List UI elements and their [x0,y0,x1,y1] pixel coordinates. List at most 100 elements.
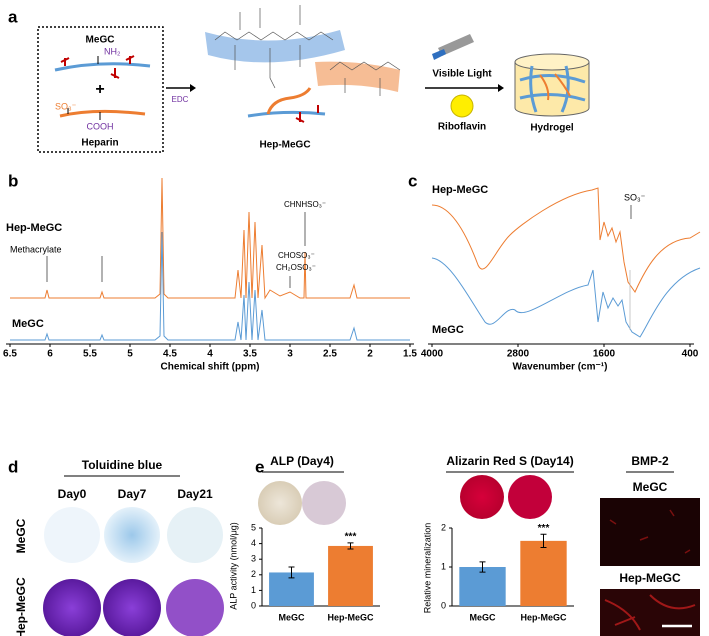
fluorescence-image [600,498,700,566]
bar [520,540,567,606]
panel-a: a MeGC NH₂ + SO₃⁻ COOH Heparin EDC Hep-M… [8,5,590,153]
bond [67,108,101,120]
annotation: MeGC [12,318,44,330]
hydrogel-label: Hydrogel [530,123,574,134]
arrowhead [498,84,504,92]
riboflavin-icon [450,94,474,118]
annotation: Methacrylate [10,244,62,254]
row-label: Hep-MeGC [14,577,28,636]
hydrogel-top [514,53,590,71]
megc-spectrum [431,257,701,338]
sample-image [302,481,346,525]
y-tick-label: 0 [441,600,446,610]
reactant-box [37,26,164,153]
sample-image [167,507,223,563]
sample-image [44,507,100,563]
panel-label: b [8,171,18,190]
error-bar [347,542,354,550]
y-tick-label: 3 [251,554,256,564]
column-label: Day0 [58,487,87,501]
y-axis-label: ALP activity (nmol/μg) [228,522,238,610]
heparin-backbone [315,61,400,92]
megc-chain [54,62,151,72]
bar [459,567,506,606]
x-tick-label: Hep-MeGC [520,612,567,622]
annotation: MeGC [432,324,464,336]
product-label: Hep-MeGC [259,140,310,151]
panel-e: e ALP (Day4) ALP activity (nmol/μg) Aliz… [228,454,700,636]
error-bar [479,561,486,573]
methacrylate-group [295,105,319,123]
y-tick-label: 2 [441,522,446,532]
y-tick-label: 1 [251,585,256,595]
hydrogel-heparin [539,73,571,101]
megc-spectrum [10,231,410,341]
sample-image [166,579,224,636]
sample-image [460,475,504,519]
x-axis-label: Wavenumber (cm⁻¹) [513,362,608,373]
sample-image [103,579,161,636]
light-source [438,34,474,56]
row-label: MeGC [14,518,28,553]
heparin-label: Heparin [81,138,118,149]
sample-image [508,475,552,519]
annotation: Hep-MeGC [432,184,488,196]
chart-title: ALP (Day4) [270,454,334,468]
fluorescence-signal [604,594,696,631]
panel-b: b Hep-MeGC Methacrylate CHOSO₃⁻ CH₂OSO₃⁻… [6,171,410,373]
product-heparin [266,87,312,115]
y-tick-label: 1 [441,561,446,571]
panel-label: e [255,457,264,476]
x-tick-label: Hep-MeGC [327,612,374,622]
y-tick-label: 4 [251,538,256,548]
column-label: Day21 [177,487,213,501]
chart-title: Alizarin Red S (Day14) [446,454,573,468]
significance: *** [345,531,357,542]
x-tick-label: 4.5 [163,349,177,360]
panel-c: c Hep-MeGC SO₃⁻ MeGC Wavenumber (cm⁻¹) [408,171,701,373]
x-tick-label: 1.5 [403,349,417,360]
x-axis-label: Chemical shift (ppm) [161,362,260,373]
x-tick-label: 6 [47,349,53,360]
x-tick-label: 2 [367,349,373,360]
annotation-arrow [289,212,306,288]
annotation: CHOSO₃⁻ [278,251,315,260]
light-label: Visible Light [432,69,492,80]
x-tick-label: 3.5 [243,349,257,360]
sample-image [43,579,101,636]
nh2-label: NH₂ [104,46,121,56]
x-tick-label: 2.5 [323,349,337,360]
bar [328,545,373,606]
light-source-tip [432,49,446,60]
plus: + [95,81,104,98]
riboflavin-label: Riboflavin [438,122,486,133]
annotation: SO₃⁻ [624,192,646,202]
x-tick-label: 5.5 [83,349,97,360]
x-tick-label: 6.5 [3,349,17,360]
error-bar [540,533,547,548]
arrowhead [190,84,196,92]
hep-megc-spectrum [10,177,410,300]
panel-title: Toluidine blue [82,458,163,472]
x-tick-label: MeGC [278,612,305,622]
heparin-chain [59,109,146,118]
fluorescence-signal [609,509,691,554]
column-label: Day7 [118,487,147,501]
row-label: Hep-MeGC [619,571,681,585]
sample-image [104,507,160,563]
x-tick-label: 3 [287,349,293,360]
panel-d: d Toluidine blue Day0 Day7 Day21 MeGC He… [8,457,224,636]
error-bar [288,566,295,579]
annotation-arrow [46,256,103,282]
x-tick-label: MeGC [469,612,496,622]
sample-image [258,481,302,525]
annotation: CH₂OSO₃⁻ [276,263,316,272]
x-tick-label: 4 [207,349,213,360]
product-chain [247,110,326,118]
y-tick-label: 5 [251,522,256,532]
megc-label: MeGC [86,35,115,46]
y-tick-label: 0 [251,600,256,610]
significance: *** [538,523,550,534]
so3-label: SO₃⁻ [55,101,77,111]
